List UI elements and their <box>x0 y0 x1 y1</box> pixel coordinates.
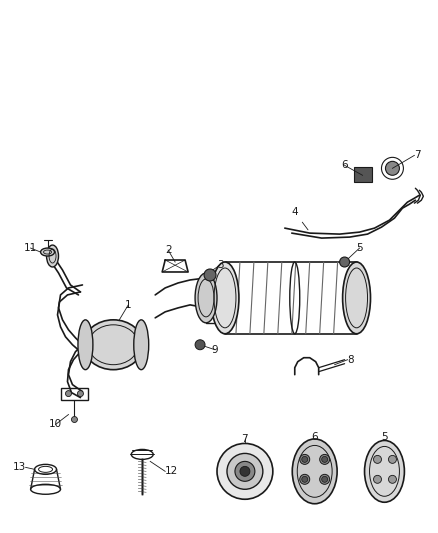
Circle shape <box>320 455 330 464</box>
Ellipse shape <box>134 320 149 370</box>
Circle shape <box>71 416 78 423</box>
Text: 3: 3 <box>217 260 223 270</box>
Circle shape <box>302 456 308 462</box>
Circle shape <box>302 477 308 482</box>
Text: 7: 7 <box>414 150 421 160</box>
Text: 6: 6 <box>341 160 348 171</box>
Text: 12: 12 <box>165 466 178 477</box>
Circle shape <box>320 474 330 484</box>
Ellipse shape <box>364 440 404 502</box>
Bar <box>353 167 371 182</box>
Text: 11: 11 <box>24 243 37 253</box>
Circle shape <box>195 340 205 350</box>
Circle shape <box>321 477 328 482</box>
Circle shape <box>385 161 399 175</box>
Text: 13: 13 <box>12 462 25 472</box>
Text: 2: 2 <box>165 245 171 255</box>
Circle shape <box>300 474 310 484</box>
Bar <box>60 387 88 400</box>
Ellipse shape <box>83 320 143 370</box>
Text: 4: 4 <box>291 207 308 230</box>
Ellipse shape <box>195 273 217 323</box>
Text: 1: 1 <box>125 300 131 310</box>
Circle shape <box>235 462 255 481</box>
Ellipse shape <box>78 320 93 370</box>
Text: 5: 5 <box>381 432 388 442</box>
Circle shape <box>217 443 273 499</box>
Circle shape <box>389 455 396 463</box>
Text: 6: 6 <box>311 432 318 442</box>
Text: 5: 5 <box>356 243 363 253</box>
Circle shape <box>66 391 71 397</box>
Ellipse shape <box>46 245 59 267</box>
Ellipse shape <box>41 248 54 256</box>
Circle shape <box>300 455 310 464</box>
Text: 7: 7 <box>242 434 248 445</box>
Circle shape <box>339 257 350 267</box>
Circle shape <box>78 391 83 397</box>
Circle shape <box>374 475 381 483</box>
Ellipse shape <box>211 262 239 334</box>
Ellipse shape <box>292 439 337 504</box>
Circle shape <box>389 475 396 483</box>
Circle shape <box>227 454 263 489</box>
Circle shape <box>204 269 216 281</box>
Text: 8: 8 <box>348 354 354 365</box>
Circle shape <box>240 466 250 477</box>
Text: 10: 10 <box>49 419 62 430</box>
Circle shape <box>321 456 328 462</box>
Ellipse shape <box>343 262 371 334</box>
Text: 9: 9 <box>212 345 218 355</box>
Circle shape <box>374 455 381 463</box>
